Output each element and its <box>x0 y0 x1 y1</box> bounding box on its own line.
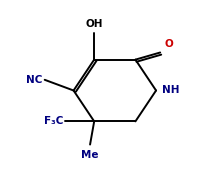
Text: O: O <box>164 39 173 49</box>
Text: NC: NC <box>26 75 43 85</box>
Text: F₃C: F₃C <box>44 116 63 126</box>
Text: OH: OH <box>85 19 103 29</box>
Text: Me: Me <box>81 150 99 160</box>
Text: NH: NH <box>162 85 180 96</box>
